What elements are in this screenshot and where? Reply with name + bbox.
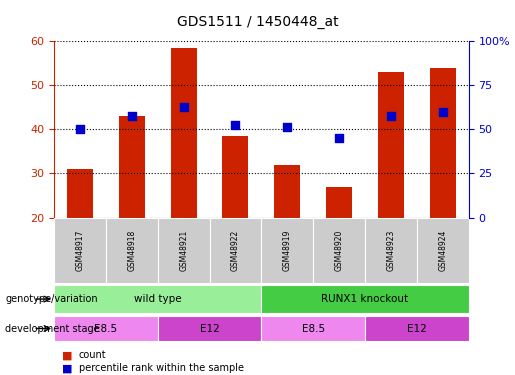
Text: GDS1511 / 1450448_at: GDS1511 / 1450448_at (177, 15, 338, 29)
Bar (210, 217, 261, 283)
Text: GSM48924: GSM48924 (438, 230, 447, 271)
Bar (262, 217, 313, 283)
Text: genotype/variation: genotype/variation (5, 294, 98, 304)
Text: E8.5: E8.5 (302, 324, 325, 333)
Text: ■: ■ (62, 363, 72, 373)
Point (439, 109, 447, 115)
Bar (54, 285, 261, 313)
Bar (67, 169, 93, 217)
Bar (54, 217, 106, 283)
Point (76, 126, 84, 132)
Bar (119, 116, 145, 218)
Text: ■: ■ (62, 351, 72, 360)
Text: percentile rank within the sample: percentile rank within the sample (79, 363, 244, 373)
Bar (274, 165, 300, 218)
Bar (158, 316, 261, 341)
Text: GSM48918: GSM48918 (127, 230, 136, 271)
Bar (378, 72, 404, 217)
Bar (106, 217, 158, 283)
Text: GSM48917: GSM48917 (76, 230, 84, 271)
Point (335, 135, 343, 141)
Point (283, 124, 291, 130)
Bar (158, 217, 210, 283)
Point (128, 113, 136, 119)
Text: E12: E12 (407, 324, 427, 333)
Bar (313, 217, 365, 283)
Text: GSM48920: GSM48920 (335, 230, 344, 271)
Text: GSM48921: GSM48921 (179, 230, 188, 271)
Text: GSM48922: GSM48922 (231, 230, 240, 271)
Bar (262, 285, 469, 313)
Point (387, 113, 395, 119)
Point (180, 104, 188, 110)
Point (231, 122, 239, 128)
Text: E12: E12 (200, 324, 219, 333)
Bar (365, 316, 469, 341)
Text: count: count (79, 351, 107, 360)
Text: RUNX1 knockout: RUNX1 knockout (321, 294, 408, 304)
Bar (262, 316, 365, 341)
Text: wild type: wild type (134, 294, 181, 304)
Bar (417, 217, 469, 283)
Text: GSM48919: GSM48919 (283, 230, 292, 271)
Text: development stage: development stage (5, 324, 100, 333)
Bar (326, 187, 352, 218)
Text: E8.5: E8.5 (94, 324, 117, 333)
Bar (54, 316, 158, 341)
Bar (222, 136, 248, 218)
Bar (430, 68, 456, 218)
Bar (365, 217, 417, 283)
Text: GSM48923: GSM48923 (386, 230, 396, 271)
Bar (170, 48, 197, 217)
